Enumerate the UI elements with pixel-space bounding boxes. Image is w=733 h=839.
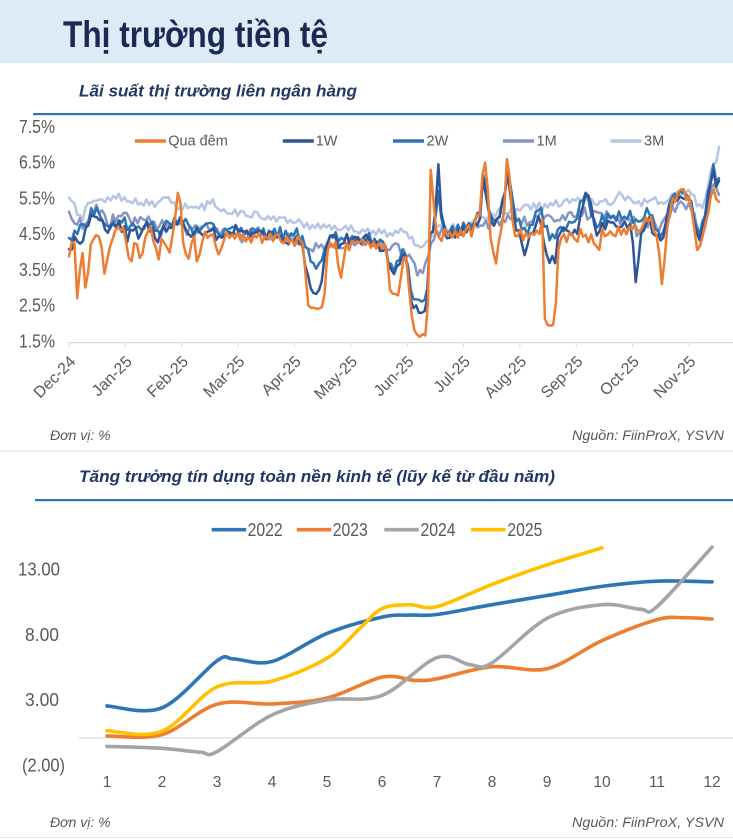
- svg-text:Đơn vị: %: Đơn vị: %: [50, 814, 111, 830]
- svg-text:3: 3: [213, 774, 222, 791]
- svg-text:Qua đêm: Qua đêm: [168, 134, 228, 150]
- svg-text:3.00: 3.00: [25, 690, 59, 710]
- svg-text:1: 1: [103, 774, 112, 791]
- svg-text:4.5%: 4.5%: [19, 224, 55, 244]
- svg-text:7: 7: [433, 774, 442, 791]
- svg-text:2022: 2022: [248, 519, 283, 540]
- svg-text:8: 8: [488, 774, 497, 791]
- svg-text:10: 10: [593, 774, 611, 791]
- svg-text:Thị trường tiền tệ: Thị trường tiền tệ: [63, 14, 328, 55]
- svg-text:6: 6: [378, 774, 387, 791]
- svg-text:Lãi suất thị trường liên ngân: Lãi suất thị trường liên ngân hàng: [79, 82, 358, 101]
- svg-text:7.5%: 7.5%: [19, 117, 55, 137]
- svg-text:2: 2: [158, 774, 167, 791]
- svg-text:9: 9: [543, 774, 552, 791]
- svg-text:2023: 2023: [333, 519, 368, 540]
- svg-text:1W: 1W: [316, 134, 338, 150]
- svg-text:1.5%: 1.5%: [19, 331, 55, 351]
- svg-text:8.00: 8.00: [25, 625, 59, 645]
- svg-text:Đơn vị: %: Đơn vị: %: [50, 427, 111, 443]
- svg-text:2.5%: 2.5%: [19, 296, 55, 316]
- svg-text:1M: 1M: [537, 134, 557, 150]
- svg-text:11: 11: [649, 774, 665, 791]
- svg-text:5: 5: [323, 774, 332, 791]
- svg-text:(2.00): (2.00): [22, 756, 65, 776]
- svg-text:3.5%: 3.5%: [19, 260, 55, 280]
- svg-text:2025: 2025: [507, 519, 542, 540]
- svg-text:4: 4: [268, 774, 277, 791]
- svg-text:2024: 2024: [421, 519, 456, 540]
- svg-text:5.5%: 5.5%: [19, 188, 55, 208]
- svg-text:Nguồn: FiinProX, YSVN: Nguồn: FiinProX, YSVN: [572, 427, 725, 443]
- svg-text:13.00: 13.00: [18, 560, 60, 580]
- svg-text:Tăng trưởng tín dụng toàn nền: Tăng trưởng tín dụng toàn nền kinh tế (l…: [79, 467, 555, 486]
- svg-text:6.5%: 6.5%: [19, 153, 55, 173]
- svg-text:3M: 3M: [644, 134, 664, 150]
- svg-text:12: 12: [703, 774, 720, 791]
- svg-text:Nguồn: FiinProX, YSVN: Nguồn: FiinProX, YSVN: [572, 814, 725, 830]
- svg-text:2W: 2W: [427, 134, 449, 150]
